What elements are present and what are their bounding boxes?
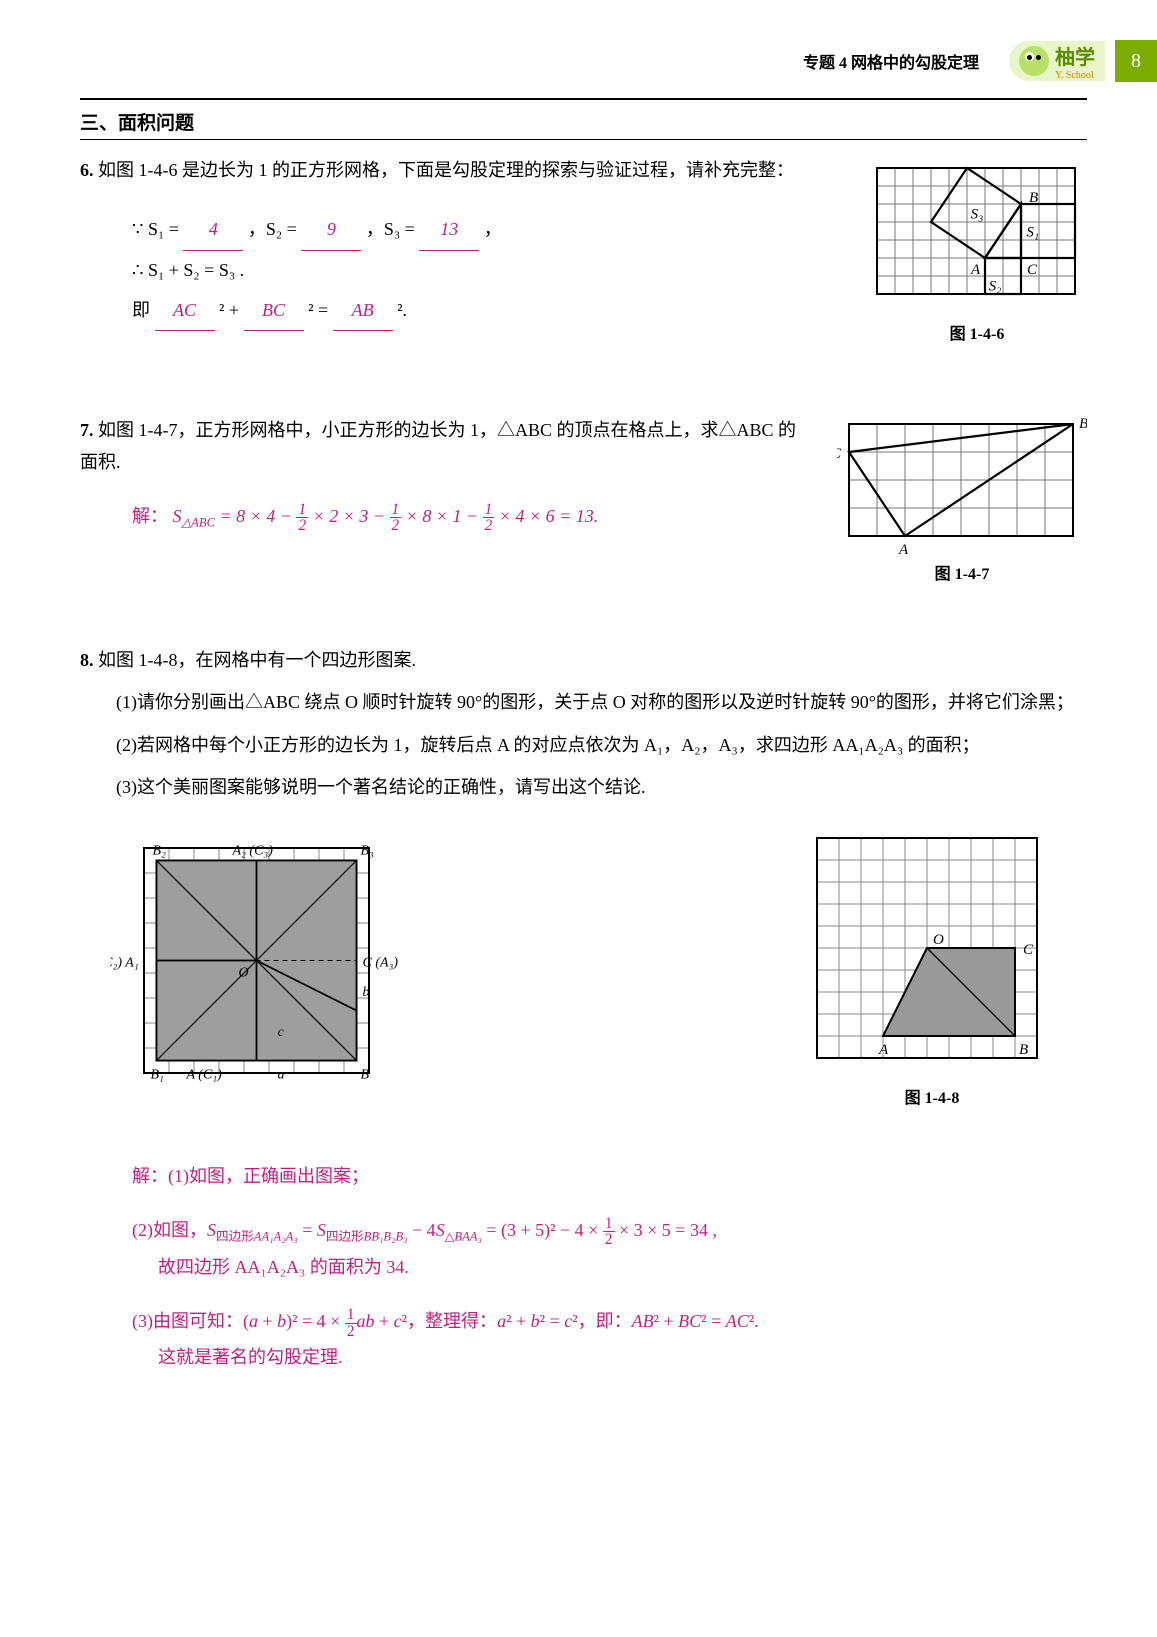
top-rule [80, 98, 1087, 100]
q8-prompt: 8. 如图 1-4-8，在网格中有一个四边形图案. [80, 644, 1087, 676]
q8-answers: 解：(1)如图，正确画出图案； (2)如图，S四边形AA₁A₂A₃ = S四边形… [132, 1158, 1087, 1376]
svg-text:B: B [361, 1067, 370, 1082]
q6-l1-end: ， [484, 219, 502, 239]
q6-blank-3: 13 [419, 210, 479, 251]
q8-prompt-text: 如图 1-4-8，在网格中有一个四边形图案. [98, 650, 416, 670]
svg-text:A: A [878, 1042, 889, 1058]
fig8R-caption: 图 1-4-8 [807, 1084, 1057, 1108]
svg-text:B₁: B₁ [151, 1067, 164, 1082]
svg-text:B₃: B₃ [361, 843, 375, 858]
q7-prompt: 7. 如图 1-4-7，正方形网格中，小正方形的边长为 1，△ABC 的顶点在格… [80, 414, 807, 479]
q7-ans-math: S△ABC = 8 × 4 − 12 × 2 × 3 − 12 × 8 × 1 … [173, 506, 599, 526]
svg-text:a: a [278, 1067, 285, 1082]
q6-blank-4: AC [155, 291, 215, 332]
svg-text:A: A [970, 262, 981, 278]
q6-blank-2: 9 [301, 210, 361, 251]
q8-ans-3-line1: (3)由图可知：(a + b)² = 4 × 12ab + c²，整理得：a² … [132, 1303, 1087, 1339]
q6-blank-1: 4 [183, 210, 243, 251]
svg-text:S₃: S₃ [971, 206, 984, 222]
q7-ans-prefix: 解： [132, 506, 168, 526]
svg-text:b: b [363, 985, 370, 1000]
q7-answer: 解： S△ABC = 8 × 4 − 12 × 2 × 3 − 12 × 8 ×… [132, 497, 807, 537]
svg-text:C: C [1023, 942, 1034, 958]
fig-1-4-8: O A B C 图 1-4-8 [807, 828, 1057, 1108]
svg-text:C (A₃): C (A₃) [363, 955, 399, 970]
page-number: 8 [1115, 40, 1157, 82]
q6-blank-6: AB [333, 291, 393, 332]
q6-line2: ∴ S₁ + S₂ = S₃ . [132, 251, 837, 291]
svg-text:O: O [239, 965, 249, 980]
fig-1-4-7: A B C 图 1-4-7 [837, 414, 1087, 584]
svg-text:A₂ (C₃): A₂ (C₃) [232, 843, 274, 858]
fig-1-4-6: S₁ S₂ S₃ A B C 图 1-4-6 [867, 154, 1087, 344]
q8-ans-2-line2: 故四边形 AA₁A₂A₃ 的面积为 34. [158, 1249, 1087, 1285]
svg-text:c: c [278, 1025, 285, 1040]
q6-s3-prefix: ，S₃ = [366, 219, 415, 239]
svg-text:B: B [1079, 416, 1087, 432]
header-topic: 专题 4 网格中的勾股定理 [803, 49, 979, 73]
q7-row: 7. 如图 1-4-7，正方形网格中，小正方形的边长为 1，△ABC 的顶点在格… [80, 414, 1087, 584]
q6-l3-m1: ² + [219, 300, 239, 320]
svg-text:O: O [933, 932, 944, 948]
q6-l3-pre: 即 [132, 300, 150, 320]
q6-s2-prefix: ，S₂ = [248, 219, 297, 239]
q8-ans-2-line1: (2)如图，S四边形AA₁A₂A₃ = S四边形BB₁B₂B₃ − 4S△BAA… [132, 1212, 1087, 1250]
section-title: 三、面积问题 [80, 108, 1087, 140]
q8-ans-3-line2: 这就是著名的勾股定理. [158, 1339, 1087, 1375]
svg-text:C: C [837, 446, 842, 462]
fig6-caption: 图 1-4-6 [867, 320, 1087, 344]
svg-text:(C₂) A₁: (C₂) A₁ [110, 955, 139, 970]
q8-sub2: (2)若网格中每个小正方形的边长为 1，旋转后点 A 的对应点依次为 A₁，A₂… [80, 729, 1087, 761]
brand-logo: 柚学 Y. School [1009, 41, 1105, 81]
brand-sub: Y. School [1055, 70, 1095, 81]
q8-ans-1: 解：(1)如图，正确画出图案； [132, 1158, 1087, 1194]
fig7-caption: 图 1-4-7 [837, 560, 1087, 584]
q6-l3-m2: ² = [308, 300, 328, 320]
svg-text:S₁: S₁ [1026, 224, 1039, 240]
svg-text:C: C [1027, 262, 1038, 278]
svg-text:A (C₁): A (C₁) [186, 1067, 223, 1082]
brand-name: 柚学 [1055, 41, 1095, 70]
q7-prompt-text: 如图 1-4-7，正方形网格中，小正方形的边长为 1，△ABC 的顶点在格点上，… [80, 420, 796, 472]
q8-block: 8. 如图 1-4-8，在网格中有一个四边形图案. (1)请你分别画出△ABC … [80, 644, 1087, 1375]
svg-text:B: B [1019, 1042, 1028, 1058]
q6-s1-prefix: ∵ S₁ = [132, 219, 179, 239]
q6-row: 6. 如图 1-4-6 是边长为 1 的正方形网格，下面是勾股定理的探索与验证过… [80, 154, 1087, 344]
mascot-icon [1019, 46, 1049, 76]
q6-blank-5: BC [244, 291, 304, 332]
svg-text:B: B [1029, 190, 1038, 206]
q6-prompt-text: 如图 1-4-6 是边长为 1 的正方形网格，下面是勾股定理的探索与验证过程，请… [98, 160, 794, 180]
svg-text:A: A [898, 542, 909, 554]
q6-prompt: 6. 如图 1-4-6 是边长为 1 的正方形网格，下面是勾股定理的探索与验证过… [80, 154, 837, 186]
q8-sub1: (1)请你分别画出△ABC 绕点 O 顺时针旋转 90°的图形，关于点 O 对称… [80, 686, 1087, 718]
q8-sub3: (3)这个美丽图案能够说明一个著名结论的正确性，请写出这个结论. [80, 771, 1087, 803]
q6-l3-end: ². [397, 300, 407, 320]
fig-q8-left: B₂ A₂ (C₃) B₃ (C₂) A₁ O C (A₃) b B₁ A (C₁) a Bc [110, 828, 410, 1128]
page-header: 专题 4 网格中的勾股定理 柚学 Y. School 8 [0, 40, 1157, 82]
svg-text:B₂: B₂ [153, 843, 167, 858]
q6-work: ∵ S₁ = 4 ，S₂ = 9 ，S₃ = 13 ， ∴ S₁ + S₂ = … [132, 210, 837, 331]
svg-text:S₂: S₂ [989, 278, 1002, 294]
